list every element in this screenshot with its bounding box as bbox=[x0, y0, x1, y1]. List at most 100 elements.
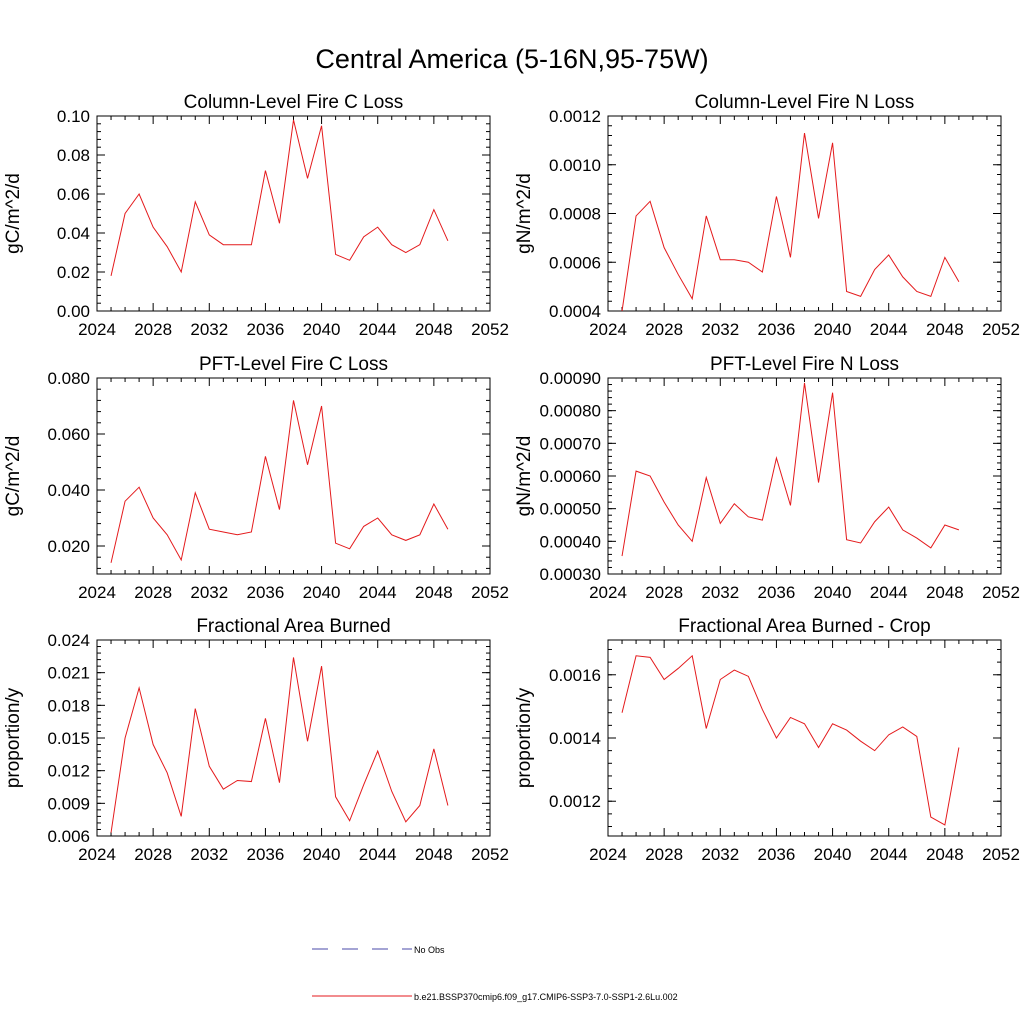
legend: No Obs b.e21.BSSP370cmip6.f09_g17.CMIP6-S… bbox=[312, 945, 678, 1002]
x-tick-label: 2036 bbox=[758, 845, 796, 864]
x-tick-label: 2052 bbox=[982, 845, 1020, 864]
x-tick-label: 2028 bbox=[645, 845, 683, 864]
panel-title: PFT-Level Fire N Loss bbox=[710, 354, 899, 375]
x-tick-label: 2044 bbox=[359, 845, 397, 864]
chart-panel-1: Column-Level Fire C Loss 2024 2028 2032 2036… bbox=[3, 92, 509, 339]
x-tick-label: 2024 bbox=[78, 583, 116, 602]
y-tick-label: 0.00080 bbox=[540, 402, 601, 421]
y-tick-label: 0.009 bbox=[47, 794, 90, 813]
y-tick-label: 0.021 bbox=[47, 664, 90, 683]
x-tick-label: 2040 bbox=[303, 845, 341, 864]
x-tick-label: 2052 bbox=[471, 845, 509, 864]
legend-label: No Obs bbox=[414, 945, 445, 955]
y-tick-label: 0.0004 bbox=[549, 302, 601, 321]
x-tick-label: 2032 bbox=[190, 583, 228, 602]
x-tick-label: 2048 bbox=[415, 845, 453, 864]
y-axis-label: proportion/y bbox=[3, 687, 24, 788]
x-tick-label: 2040 bbox=[814, 845, 852, 864]
x-tick-label: 2036 bbox=[247, 845, 285, 864]
y-tick-label: 0.0012 bbox=[549, 792, 601, 811]
x-tick-label: 2052 bbox=[471, 583, 509, 602]
y-tick-label: 0.00040 bbox=[540, 532, 601, 551]
chart-panel-2: Column-Level Fire N Loss 2024 2028 2032 2036… bbox=[514, 92, 1020, 339]
panel-title: Fractional Area Burned - Crop bbox=[678, 616, 930, 637]
panel-title: Fractional Area Burned bbox=[196, 616, 390, 637]
y-tick-label: 0.0008 bbox=[549, 205, 601, 224]
y-tick-label: 0.0016 bbox=[549, 666, 601, 685]
x-tick-label: 2048 bbox=[415, 583, 453, 602]
y-tick-label: 0.0012 bbox=[549, 107, 601, 126]
series-line bbox=[110, 400, 449, 563]
y-tick-label: 0.060 bbox=[47, 425, 90, 444]
plot-frame bbox=[96, 377, 491, 575]
panel-title: PFT-Level Fire C Loss bbox=[199, 354, 388, 375]
y-tick-label: 0.0014 bbox=[549, 729, 601, 748]
y-tick-label: 0.00050 bbox=[540, 500, 601, 519]
chart-panel-5: Fractional Area Burned 2024 2028 2032 2036 20… bbox=[3, 616, 509, 864]
x-tick-label: 2032 bbox=[190, 320, 228, 339]
x-tick-label: 2052 bbox=[471, 320, 509, 339]
chart-panel-4: PFT-Level Fire N Loss 2024 2028 2032 2036 204… bbox=[514, 354, 1020, 602]
panel-title: Column-Level Fire C Loss bbox=[184, 92, 404, 113]
x-tick-label: 2044 bbox=[870, 320, 908, 339]
figure-title: Central America (5-16N,95-75W) bbox=[315, 44, 708, 74]
y-tick-label: 0.0010 bbox=[549, 156, 601, 175]
x-tick-label: 2032 bbox=[190, 845, 228, 864]
x-tick-label: 2028 bbox=[645, 320, 683, 339]
x-tick-label: 2040 bbox=[814, 583, 852, 602]
y-tick-label: 0.00070 bbox=[540, 434, 601, 453]
x-tick-label: 2028 bbox=[134, 320, 172, 339]
series-line bbox=[621, 132, 960, 312]
x-tick-label: 2024 bbox=[78, 320, 116, 339]
x-tick-label: 2048 bbox=[926, 845, 964, 864]
y-tick-label: 0.006 bbox=[47, 827, 90, 846]
y-tick-label: 0.012 bbox=[47, 762, 90, 781]
x-tick-label: 2044 bbox=[359, 320, 397, 339]
y-tick-label: 0.00060 bbox=[540, 467, 601, 486]
y-axis-label: gN/m^2/d bbox=[514, 173, 535, 254]
x-tick-label: 2044 bbox=[870, 845, 908, 864]
y-axis-label: proportion/y bbox=[514, 687, 535, 788]
chart-panel-3: PFT-Level Fire C Loss 2024 2028 2032 2036 204… bbox=[3, 354, 509, 602]
legend-entry: No Obs bbox=[312, 945, 445, 955]
y-tick-label: 0.10 bbox=[57, 107, 90, 126]
y-tick-label: 0.00030 bbox=[540, 565, 601, 584]
y-tick-label: 0.00090 bbox=[540, 369, 601, 388]
x-tick-label: 2048 bbox=[415, 320, 453, 339]
series-line bbox=[110, 119, 449, 277]
y-tick-label: 0.080 bbox=[47, 369, 90, 388]
y-tick-label: 0.0006 bbox=[549, 253, 601, 272]
legend-label: b.e21.BSSP370cmip6.f09_g17.CMIP6-SSP3-7.… bbox=[414, 992, 678, 1002]
x-tick-label: 2028 bbox=[134, 583, 172, 602]
y-axis-label: gN/m^2/d bbox=[514, 436, 535, 517]
x-tick-label: 2028 bbox=[645, 583, 683, 602]
x-tick-label: 2044 bbox=[870, 583, 908, 602]
series-line bbox=[621, 382, 960, 557]
x-tick-label: 2032 bbox=[701, 845, 739, 864]
x-tick-label: 2036 bbox=[758, 320, 796, 339]
y-tick-label: 0.02 bbox=[57, 263, 90, 282]
x-tick-label: 2052 bbox=[982, 320, 1020, 339]
x-tick-label: 2040 bbox=[303, 320, 341, 339]
y-axis-label: gC/m^2/d bbox=[3, 173, 24, 254]
plot-frame bbox=[96, 115, 491, 312]
x-tick-label: 2036 bbox=[247, 320, 285, 339]
x-tick-label: 2024 bbox=[589, 320, 627, 339]
x-tick-label: 2028 bbox=[134, 845, 172, 864]
chart-panel-6: Fractional Area Burned - Crop 2024 2028 203… bbox=[514, 616, 1020, 864]
x-tick-label: 2032 bbox=[701, 320, 739, 339]
y-tick-label: 0.020 bbox=[47, 537, 90, 556]
x-tick-label: 2024 bbox=[589, 583, 627, 602]
series-line bbox=[621, 654, 960, 826]
x-tick-label: 2036 bbox=[247, 583, 285, 602]
x-tick-label: 2044 bbox=[359, 583, 397, 602]
y-tick-label: 0.015 bbox=[47, 729, 90, 748]
x-tick-label: 2048 bbox=[926, 583, 964, 602]
y-tick-label: 0.018 bbox=[47, 696, 90, 715]
x-tick-label: 2032 bbox=[701, 583, 739, 602]
x-tick-label: 2040 bbox=[303, 583, 341, 602]
y-axis-label: gC/m^2/d bbox=[3, 436, 24, 517]
plot-frame bbox=[96, 639, 491, 837]
series-line bbox=[110, 657, 449, 833]
